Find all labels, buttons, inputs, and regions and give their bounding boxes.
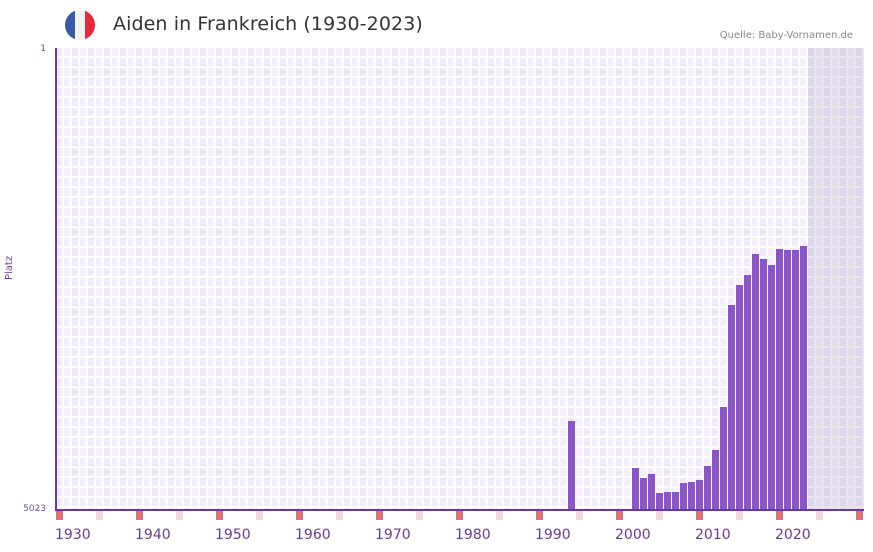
bar-2017[interactable] xyxy=(752,253,759,510)
half-decade-marker xyxy=(336,511,343,520)
x-tick-1940: 1940 xyxy=(135,527,171,543)
decade-marker xyxy=(136,511,143,520)
y-axis-label: Platz xyxy=(4,255,15,280)
future-years-shade xyxy=(808,48,864,510)
bar-2005[interactable] xyxy=(656,492,663,510)
bar-2016[interactable] xyxy=(744,274,751,510)
x-tick-2010: 2010 xyxy=(695,527,731,543)
x-tick-2000: 2000 xyxy=(615,527,651,543)
y-axis-line xyxy=(55,48,57,511)
chart-title: Aiden in Frankreich (1930-2023) xyxy=(113,13,423,35)
bar-2014[interactable] xyxy=(728,304,735,510)
half-decade-marker xyxy=(96,511,103,520)
x-tick-1970: 1970 xyxy=(375,527,411,543)
bar-2013[interactable] xyxy=(720,406,727,510)
decade-marker xyxy=(616,511,623,520)
bar-2022[interactable] xyxy=(792,249,799,510)
x-axis-line xyxy=(55,509,864,511)
bar-2023[interactable] xyxy=(800,245,807,510)
bar-1994[interactable] xyxy=(568,420,575,510)
flag-stripe-red xyxy=(85,10,95,40)
half-decade-marker xyxy=(816,511,823,520)
bar-2019[interactable] xyxy=(768,264,775,510)
y-tick-bottom: 5023 xyxy=(23,504,46,514)
decade-marker xyxy=(216,511,223,520)
half-decade-marker xyxy=(256,511,263,520)
y-tick-top: 1 xyxy=(40,44,46,54)
bar-2008[interactable] xyxy=(680,482,687,510)
bar-2002[interactable] xyxy=(632,467,639,510)
x-tick-1980: 1980 xyxy=(455,527,491,543)
decade-marker xyxy=(376,511,383,520)
bar-2004[interactable] xyxy=(648,473,655,510)
flag-stripe-white xyxy=(75,10,85,40)
bar-2006[interactable] xyxy=(664,491,671,510)
decade-marker xyxy=(456,511,463,520)
half-decade-marker xyxy=(736,511,743,520)
x-tick-1960: 1960 xyxy=(295,527,331,543)
france-flag-icon xyxy=(65,10,95,40)
half-decade-marker xyxy=(656,511,663,520)
bar-2010[interactable] xyxy=(696,479,703,510)
half-decade-marker xyxy=(496,511,503,520)
bar-2009[interactable] xyxy=(688,481,695,510)
half-decade-marker xyxy=(176,511,183,520)
plot-area xyxy=(56,48,864,510)
flag-stripe-blue xyxy=(65,10,75,40)
decade-markers xyxy=(56,511,864,520)
bar-2020[interactable] xyxy=(776,248,783,510)
bar-2021[interactable] xyxy=(784,249,791,510)
x-tick-2020: 2020 xyxy=(775,527,811,543)
bar-2012[interactable] xyxy=(712,449,719,510)
bar-2015[interactable] xyxy=(736,284,743,510)
bar-2003[interactable] xyxy=(640,477,647,510)
decade-marker xyxy=(696,511,703,520)
source-credit: Quelle: Baby-Vornamen.de xyxy=(719,30,853,41)
decade-marker xyxy=(56,511,63,520)
decade-marker xyxy=(856,511,863,520)
x-tick-1930: 1930 xyxy=(55,527,91,543)
x-tick-1950: 1950 xyxy=(215,527,251,543)
decade-marker xyxy=(776,511,783,520)
decade-marker xyxy=(536,511,543,520)
bar-2007[interactable] xyxy=(672,491,679,510)
half-decade-marker xyxy=(576,511,583,520)
bar-2018[interactable] xyxy=(760,258,767,510)
x-tick-1990: 1990 xyxy=(535,527,571,543)
decade-marker xyxy=(296,511,303,520)
half-decade-marker xyxy=(416,511,423,520)
bar-2011[interactable] xyxy=(704,465,711,510)
